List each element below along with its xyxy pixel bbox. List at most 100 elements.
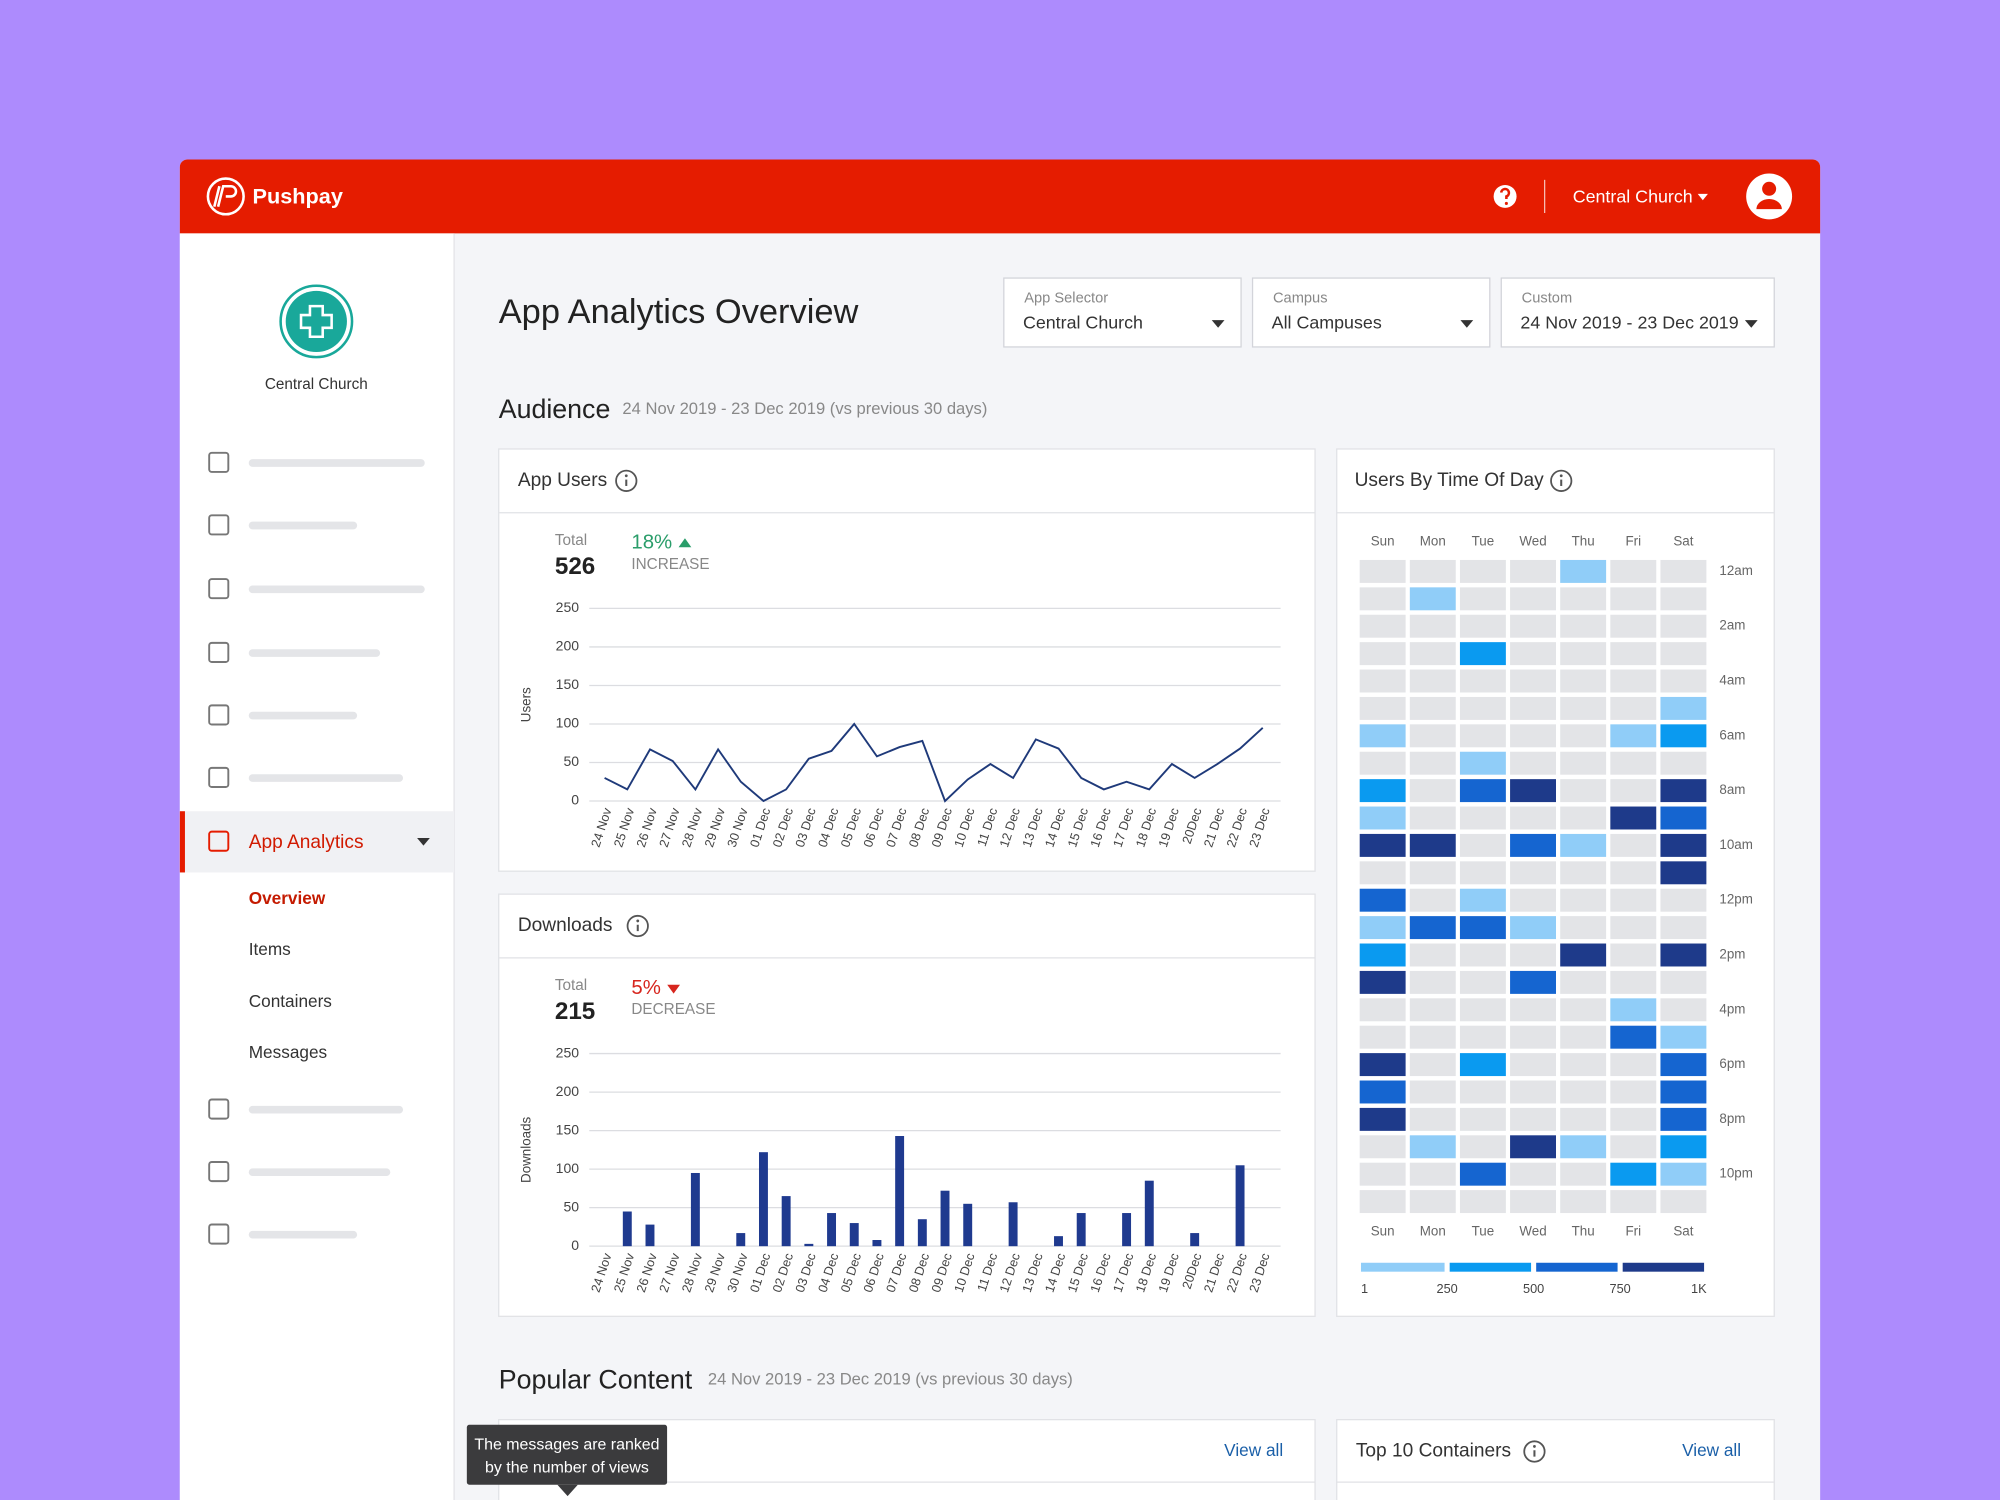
- hour-label: 2am: [1719, 618, 1745, 633]
- view-all-link[interactable]: View all: [1224, 1440, 1283, 1460]
- nav-placeholder[interactable]: [248, 649, 381, 657]
- nav-icon[interactable]: [208, 1161, 230, 1183]
- bar: [645, 1224, 655, 1247]
- heat-cell: [1359, 614, 1406, 638]
- legend-label: 750: [1609, 1281, 1630, 1296]
- heat-cell: [1359, 1025, 1406, 1049]
- selector-value: Central Church: [1023, 313, 1143, 333]
- total-value: 526: [555, 553, 595, 580]
- heat-cell: [1359, 559, 1406, 583]
- nav-placeholder[interactable]: [248, 774, 404, 782]
- subnav-item[interactable]: Overview: [249, 888, 326, 908]
- hour-label: 4pm: [1719, 1001, 1745, 1016]
- heat-cell: [1610, 1190, 1657, 1214]
- heat-cell: [1510, 998, 1556, 1022]
- nav-icon[interactable]: [208, 514, 230, 536]
- nav-icon[interactable]: [208, 1223, 230, 1245]
- heat-cell: [1459, 806, 1506, 830]
- heat-cell: [1560, 998, 1607, 1022]
- nav-placeholder[interactable]: [248, 459, 425, 467]
- subnav-item[interactable]: Messages: [249, 1042, 327, 1062]
- selector[interactable]: [1500, 277, 1775, 348]
- heat-cell: [1610, 669, 1657, 693]
- y-axis-label: Downloads: [518, 1116, 533, 1182]
- nav-placeholder[interactable]: [248, 521, 358, 530]
- heat-cell: [1359, 861, 1406, 885]
- heat-cell: [1510, 614, 1556, 638]
- line-series: [604, 722, 1264, 803]
- nav-icon[interactable]: [208, 1098, 230, 1120]
- nav-placeholder[interactable]: [248, 1168, 391, 1177]
- heat-cell: [1510, 559, 1556, 583]
- selector-label: Campus: [1273, 290, 1328, 306]
- nav-active[interactable]: App Analytics: [249, 832, 364, 853]
- nav-icon[interactable]: [208, 830, 230, 852]
- heat-cell: [1459, 1162, 1506, 1186]
- heat-cell: [1409, 833, 1456, 857]
- heat-cell: [1660, 587, 1707, 611]
- subnav-item[interactable]: Items: [249, 939, 291, 959]
- view-all-link[interactable]: View all: [1682, 1440, 1741, 1460]
- heat-cell: [1610, 587, 1657, 611]
- y-tick-label: 100: [556, 715, 580, 731]
- heat-cell: [1610, 1162, 1657, 1186]
- change-arrow: [667, 984, 680, 994]
- nav-placeholder[interactable]: [248, 711, 358, 720]
- nav-placeholder[interactable]: [248, 585, 425, 594]
- nav-active-bg: [179, 811, 455, 873]
- heat-cell: [1560, 1190, 1607, 1214]
- heat-cell: [1510, 943, 1556, 967]
- y-tick-label: 50: [563, 1198, 579, 1214]
- heat-cell: [1660, 751, 1707, 775]
- selector[interactable]: [1003, 277, 1242, 348]
- heat-cell: [1510, 751, 1556, 775]
- heat-cell: [1510, 1135, 1556, 1159]
- heat-cell: [1560, 779, 1607, 803]
- day-label: Thu: [1572, 534, 1595, 549]
- heat-cell: [1409, 1107, 1456, 1131]
- heat-cell: [1459, 642, 1506, 666]
- day-label: Sun: [1371, 1224, 1395, 1239]
- heat-cell: [1409, 998, 1456, 1022]
- info-icon: [1550, 469, 1573, 492]
- heat-cell: [1510, 1025, 1556, 1049]
- heat-cell: [1560, 833, 1607, 857]
- nav-icon[interactable]: [208, 578, 230, 600]
- y-tick-label: 0: [571, 792, 579, 808]
- heat-cell: [1510, 916, 1556, 940]
- bar: [1190, 1233, 1200, 1247]
- subnav-item[interactable]: Containers: [249, 991, 332, 1011]
- selector[interactable]: [1251, 277, 1491, 348]
- heat-cell: [1560, 1053, 1607, 1077]
- heat-cell: [1409, 1162, 1456, 1186]
- nav-placeholder[interactable]: [248, 1105, 404, 1114]
- org-switcher[interactable]: Central Church: [1573, 186, 1693, 206]
- org-logo: [285, 290, 347, 353]
- change-label: DECREASE: [631, 1001, 715, 1018]
- tooltip-pointer: [557, 1484, 578, 1497]
- heat-cell: [1660, 642, 1707, 666]
- heat-cell: [1560, 751, 1607, 775]
- nav-icon[interactable]: [208, 766, 230, 788]
- heat-cell: [1459, 1025, 1506, 1049]
- heat-cell: [1459, 724, 1506, 748]
- heat-cell: [1459, 751, 1506, 775]
- nav-icon[interactable]: [208, 641, 230, 663]
- heat-cell: [1610, 614, 1657, 638]
- y-tick-label: 50: [563, 753, 579, 769]
- heat-cell: [1459, 916, 1506, 940]
- heat-cell: [1359, 1080, 1406, 1104]
- heat-cell: [1560, 669, 1607, 693]
- y-tick-label: 100: [556, 1160, 580, 1176]
- heat-cell: [1409, 1025, 1456, 1049]
- heat-cell: [1510, 724, 1556, 748]
- nav-icon[interactable]: [208, 704, 230, 726]
- legend-label: 1K: [1691, 1281, 1707, 1296]
- heat-cell: [1660, 1053, 1707, 1077]
- user-avatar[interactable]: [1746, 173, 1793, 220]
- nav-placeholder[interactable]: [248, 1230, 358, 1239]
- section-range: 24 Nov 2019 - 23 Dec 2019 (vs previous 3…: [708, 1369, 1073, 1388]
- nav-icon[interactable]: [208, 451, 230, 473]
- heat-cell: [1660, 614, 1707, 638]
- heat-cell: [1459, 1053, 1506, 1077]
